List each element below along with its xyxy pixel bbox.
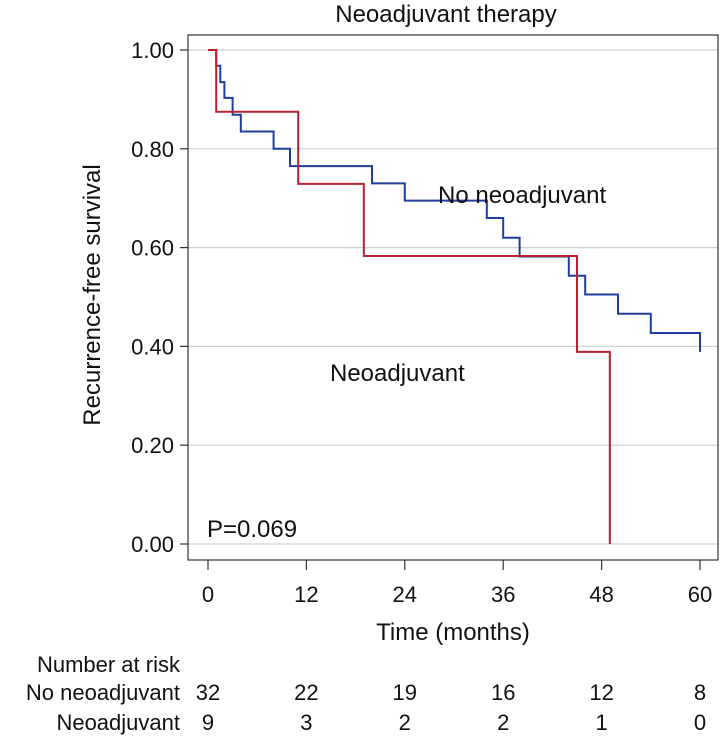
x-tick-label: 48 xyxy=(589,582,613,607)
risk-count: 9 xyxy=(202,710,214,735)
grid-lines xyxy=(188,49,718,545)
y-tick-label: 1.00 xyxy=(131,38,174,63)
x-axis-ticks: 0 12 24 36 48 60 xyxy=(202,560,712,607)
y-tick-label: 0.60 xyxy=(131,236,174,261)
risk-count: 2 xyxy=(497,710,509,735)
series-layer xyxy=(208,49,701,544)
x-tick-label: 24 xyxy=(393,582,417,607)
risk-count: 0 xyxy=(694,710,706,735)
y-axis-ticks: 0.00 0.20 0.40 0.60 0.80 1.00 xyxy=(131,38,188,557)
series-label-no-neoadjuvant: No neoadjuvant xyxy=(438,182,606,209)
risk-count: 22 xyxy=(294,680,318,705)
y-tick-label: 0.80 xyxy=(131,137,174,162)
risk-table-header: Number at risk xyxy=(37,652,181,677)
risk-count: 16 xyxy=(491,680,515,705)
risk-count: 32 xyxy=(196,680,220,705)
series-label-neoadjuvant: Neoadjuvant xyxy=(330,360,465,387)
risk-count: 19 xyxy=(393,680,417,705)
series-line-neoadjuvant xyxy=(208,49,611,544)
risk-count: 8 xyxy=(694,680,706,705)
series-line-no-neoadjuvant xyxy=(208,49,701,352)
y-axis-label: Recurrence-free survival xyxy=(79,164,106,425)
p-value: P=0.069 xyxy=(207,516,297,543)
x-tick-label: 12 xyxy=(294,582,318,607)
risk-count: 12 xyxy=(589,680,613,705)
risk-count: 3 xyxy=(300,710,312,735)
risk-count: 1 xyxy=(595,710,607,735)
risk-count: 2 xyxy=(399,710,411,735)
x-tick-label: 60 xyxy=(688,582,712,607)
y-tick-label: 0.20 xyxy=(131,433,174,458)
y-tick-label: 0.00 xyxy=(131,532,174,557)
x-tick-label: 36 xyxy=(491,582,515,607)
plot-frame xyxy=(187,34,719,561)
risk-row-label: No neoadjuvant xyxy=(26,680,180,705)
chart-title: Neoadjuvant therapy xyxy=(335,1,556,28)
x-tick-label: 0 xyxy=(202,582,214,607)
risk-row-label: Neoadjuvant xyxy=(56,710,180,735)
y-tick-label: 0.40 xyxy=(131,334,174,359)
x-axis-label: Time (months) xyxy=(376,619,530,646)
